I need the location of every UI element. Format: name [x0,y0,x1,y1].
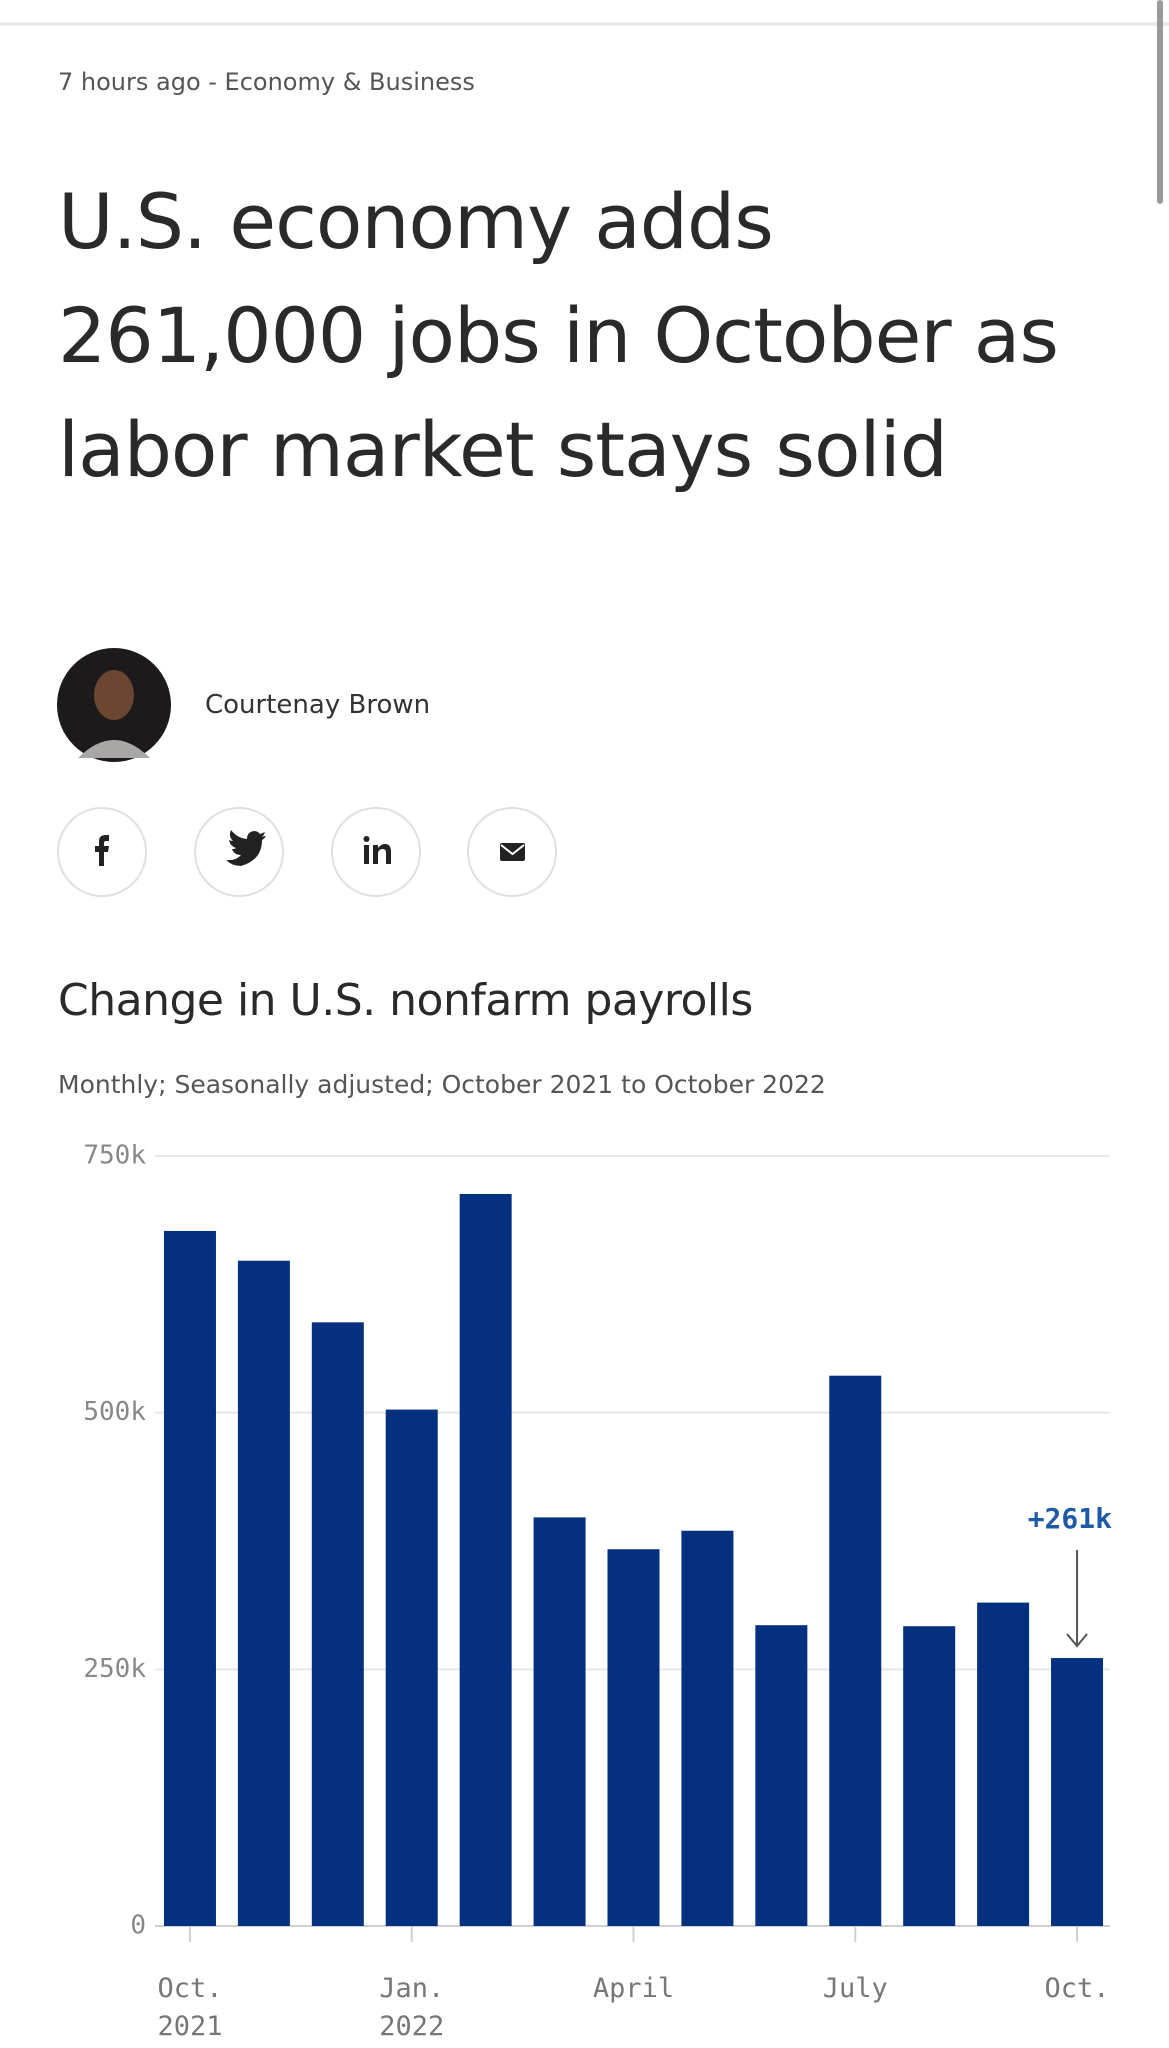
y-tick-label: 750k [83,1141,146,1171]
bar [755,1625,808,1926]
bar [311,1322,364,1926]
bar [681,1530,734,1926]
x-tick-label: Oct. 2021 [157,1973,223,2042]
bar [607,1549,660,1926]
x-tick-label: July [822,1973,888,2004]
x-tick-label: April [592,1973,675,2004]
headline: U.S. economy adds 261,000 jobs in Octobe… [58,177,1059,494]
y-tick-label: 500k [83,1397,146,1427]
annotation-arrow [1066,1550,1088,1648]
chart-title: Change in U.S. nonfarm payrolls [58,975,753,1026]
bar [903,1626,956,1926]
author-name[interactable]: Courtenay Brown [205,690,431,720]
y-tick-label: 250k [83,1654,146,1684]
bar [533,1517,586,1926]
x-tick-label: Jan. 2022 [379,1973,445,2042]
scrollbar[interactable] [1157,0,1163,204]
email-icon [500,843,525,861]
x-tick-label: Oct. [1044,1973,1110,2004]
bar [385,1409,438,1926]
article-meta: 7 hours ago - Economy & Business [58,68,475,96]
bar [459,1193,512,1926]
y-tick-label: 0 [130,1911,146,1941]
avatar[interactable] [57,648,171,762]
chart-subtitle: Monthly; Seasonally adjusted; October 20… [58,1070,826,1099]
annotation-label: +261k [1028,1502,1112,1535]
twitter-icon [226,830,266,866]
bar [237,1260,290,1926]
bar [1051,1658,1104,1926]
share-email[interactable] [467,807,557,897]
share-twitter[interactable] [194,807,284,897]
share-facebook[interactable] [57,807,147,897]
bar [977,1602,1030,1926]
bar [829,1375,882,1926]
share-linkedin[interactable] [331,807,421,897]
linkedin-icon [363,836,391,864]
bar [163,1230,216,1926]
facebook-icon [95,835,109,866]
